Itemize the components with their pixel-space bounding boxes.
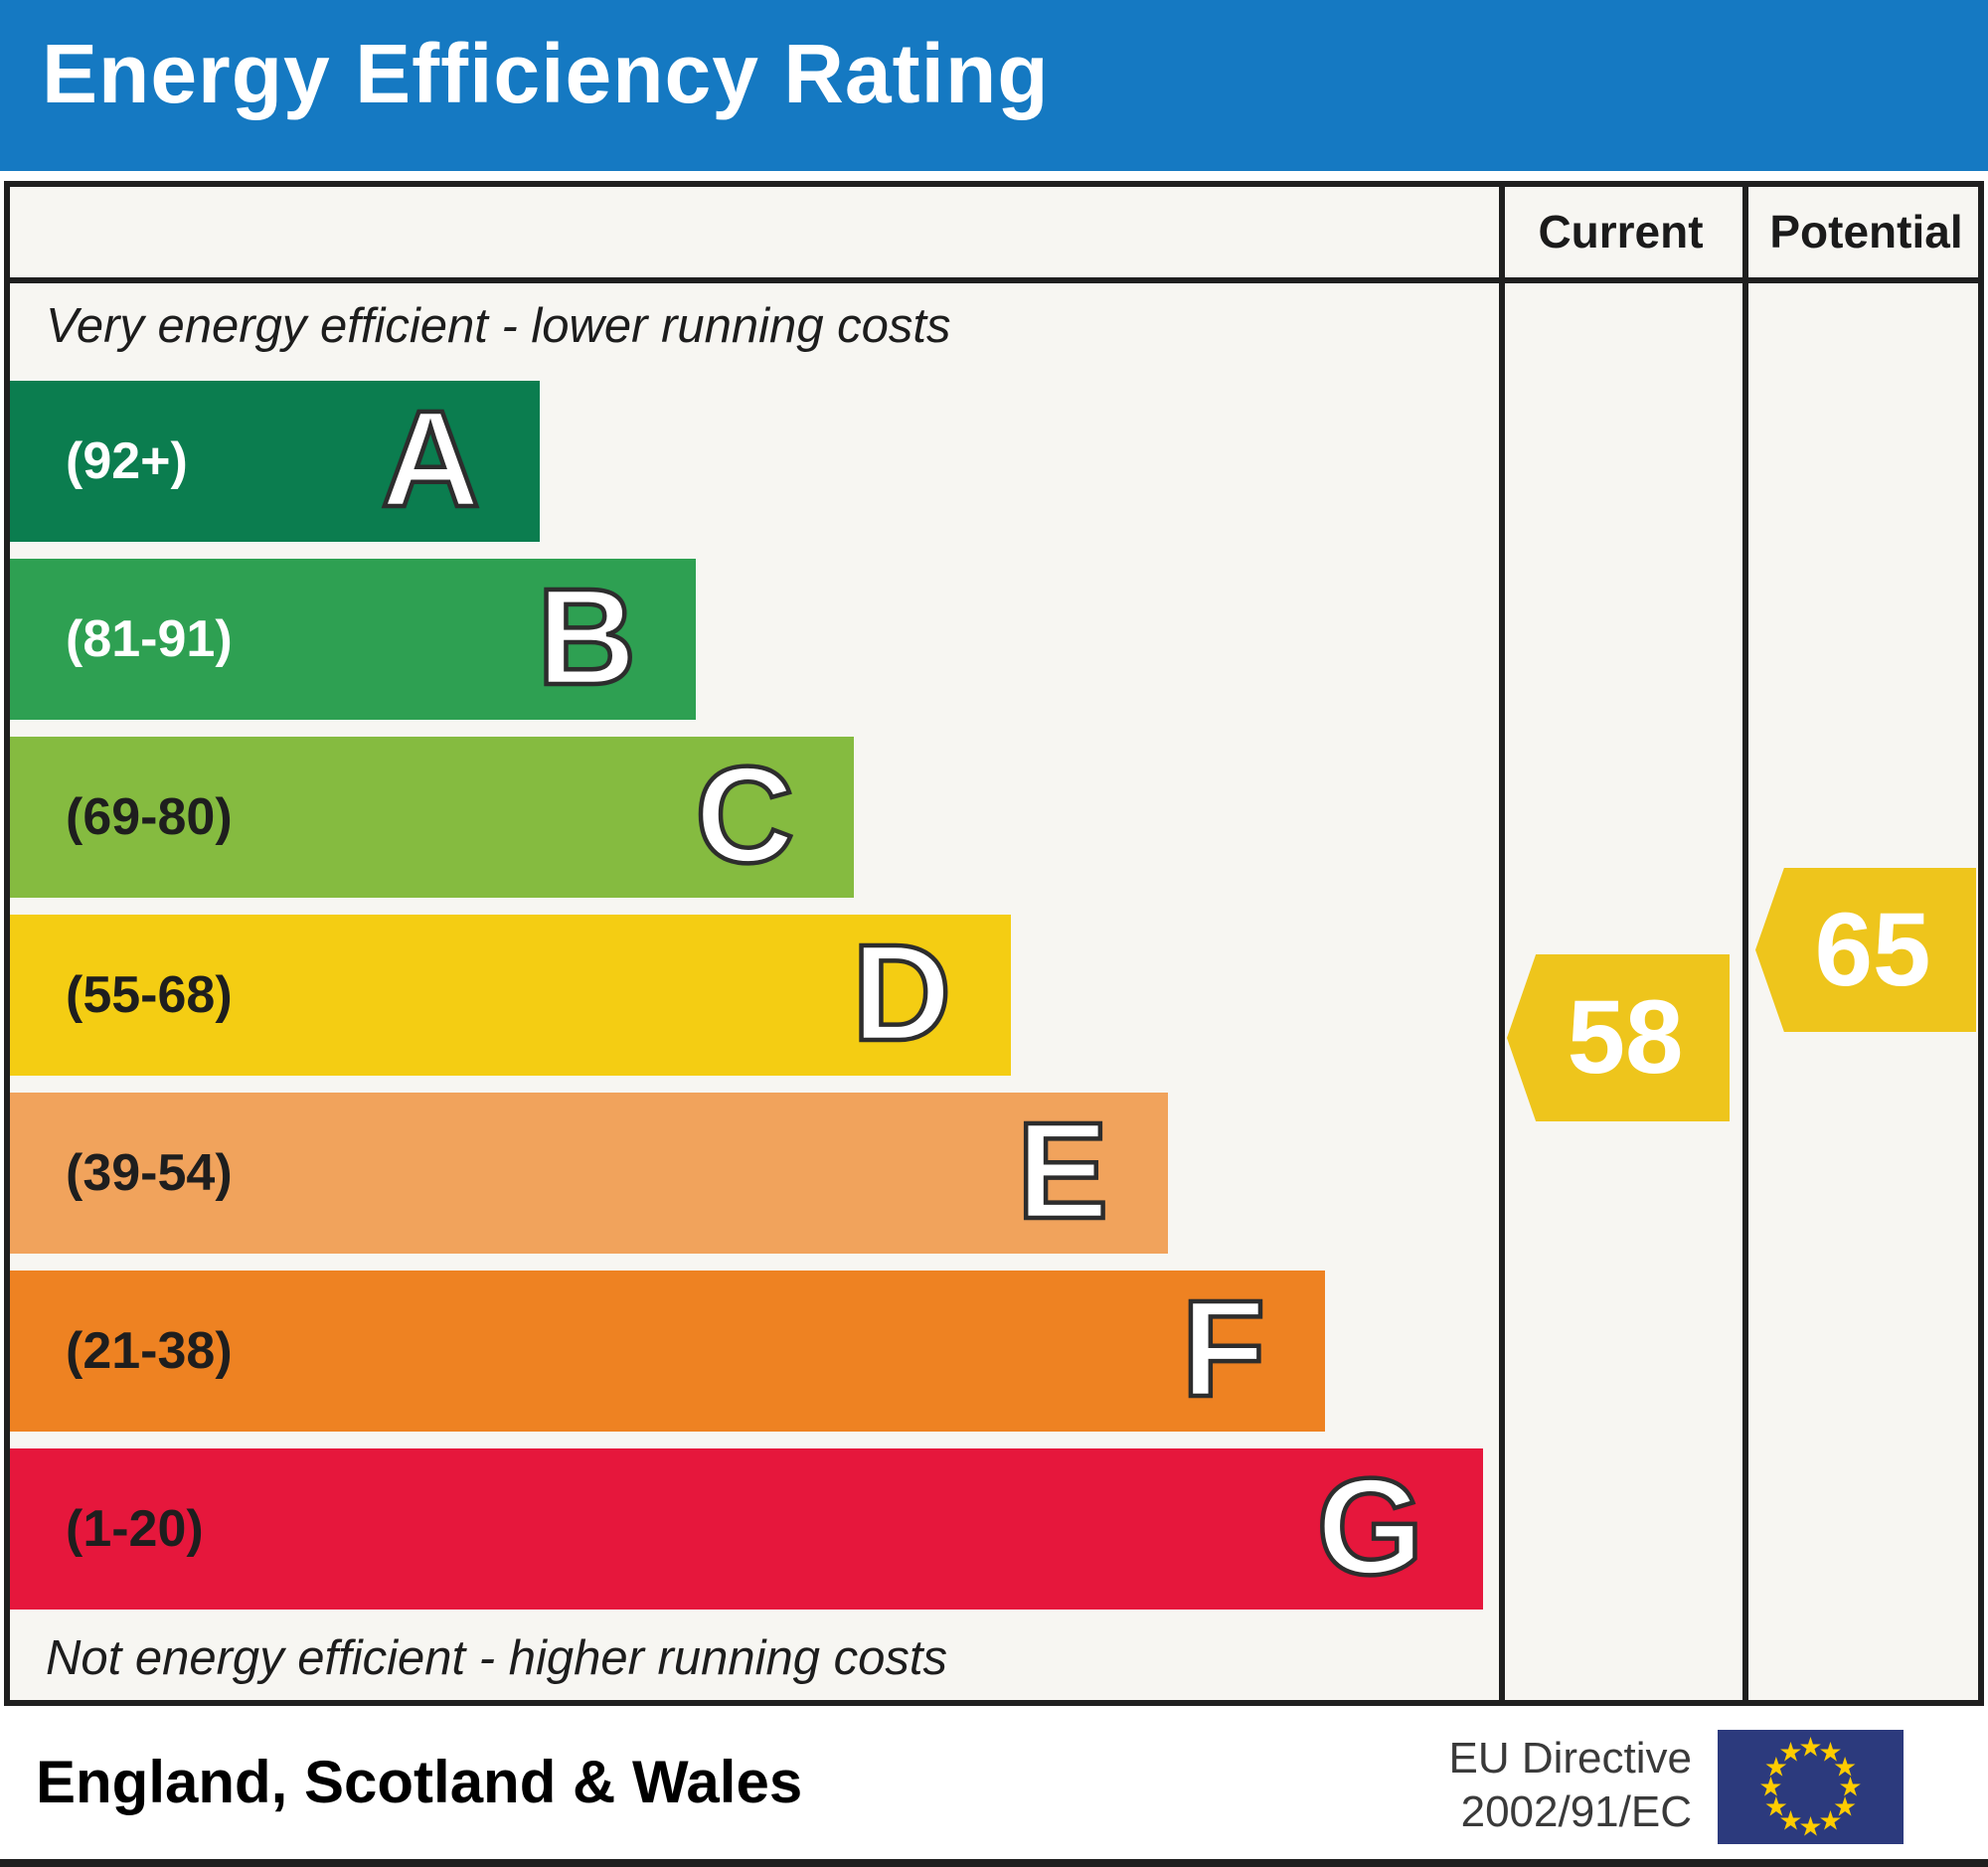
- eu-flag-star-icon: ★: [1798, 1732, 1823, 1762]
- eu-directive-label: EU Directive 2002/91/EC: [1382, 1732, 1693, 1839]
- band-letter: D: [850, 915, 953, 1073]
- potential-rating-arrow: 65: [1755, 868, 1976, 1032]
- region-label: England, Scotland & Wales: [36, 1749, 803, 1815]
- footer-bar: England, Scotland & Wales: [0, 1706, 1988, 1867]
- band-row-a: (92+) A: [10, 381, 540, 542]
- eu-flag-star-icon: ★: [1798, 1811, 1823, 1841]
- band-row-f: (21-38) F: [10, 1271, 1325, 1432]
- eu-flag-star-icon: ★: [1763, 1752, 1788, 1782]
- page-title: Energy Efficiency Rating: [42, 27, 1050, 120]
- eu-flag-star-icon: ★: [1832, 1791, 1858, 1821]
- band-letter: G: [1314, 1448, 1425, 1607]
- band-range-label: (39-54): [66, 1144, 233, 1202]
- column-header-potential: Potential: [1769, 206, 1963, 257]
- band-row-d: (55-68) D: [10, 915, 1011, 1076]
- band-range-label: (92+): [66, 432, 188, 490]
- band-range-label: (69-80): [66, 788, 233, 846]
- eu-flag-star-icon: ★: [1818, 1805, 1843, 1836]
- band-letter: F: [1179, 1271, 1267, 1429]
- band-range-label: (1-20): [66, 1500, 204, 1558]
- band-range-label: (81-91): [66, 610, 233, 668]
- band-row-c: (69-80) C: [10, 737, 854, 898]
- band-letter: B: [535, 559, 638, 717]
- eu-flag-star-icon: ★: [1778, 1737, 1803, 1768]
- band-letter: C: [693, 737, 796, 895]
- band-range-label: (21-38): [66, 1322, 233, 1380]
- band-row-b: (81-91) B: [10, 559, 696, 720]
- column-header-current: Current: [1538, 206, 1704, 257]
- header-row-separator: [4, 277, 1984, 283]
- column-divider-potential: [1742, 181, 1748, 1706]
- band-row-g: (1-20) G: [10, 1448, 1483, 1610]
- eu-flag-star-icon: ★: [1818, 1737, 1843, 1768]
- eu-directive-line2: 2002/91/EC: [1460, 1787, 1692, 1836]
- eu-flag-star-icon: ★: [1758, 1772, 1783, 1801]
- eu-flag-star-icon: ★: [1763, 1791, 1788, 1821]
- band-range-label: (55-68): [66, 966, 233, 1024]
- band-letter: A: [379, 381, 482, 539]
- column-divider-current: [1499, 181, 1505, 1706]
- band-row-e: (39-54) E: [10, 1093, 1168, 1254]
- current-rating-arrow: 58: [1507, 954, 1730, 1121]
- eu-flag-star-icon: ★: [1778, 1805, 1803, 1836]
- eu-flag-star-icon: ★: [1832, 1752, 1858, 1782]
- band-letter: E: [1015, 1093, 1111, 1251]
- eu-flag-icon: ★ ★ ★ ★ ★ ★ ★ ★ ★ ★ ★ ★: [1718, 1730, 1904, 1844]
- bottom-note: Not energy efficient - higher running co…: [46, 1631, 947, 1685]
- eu-flag-star-icon: ★: [1838, 1772, 1863, 1801]
- top-note: Very energy efficient - lower running co…: [46, 299, 951, 353]
- title-bar: Energy Efficiency Rating: [0, 0, 1988, 171]
- eu-directive-line1: EU Directive: [1448, 1734, 1693, 1782]
